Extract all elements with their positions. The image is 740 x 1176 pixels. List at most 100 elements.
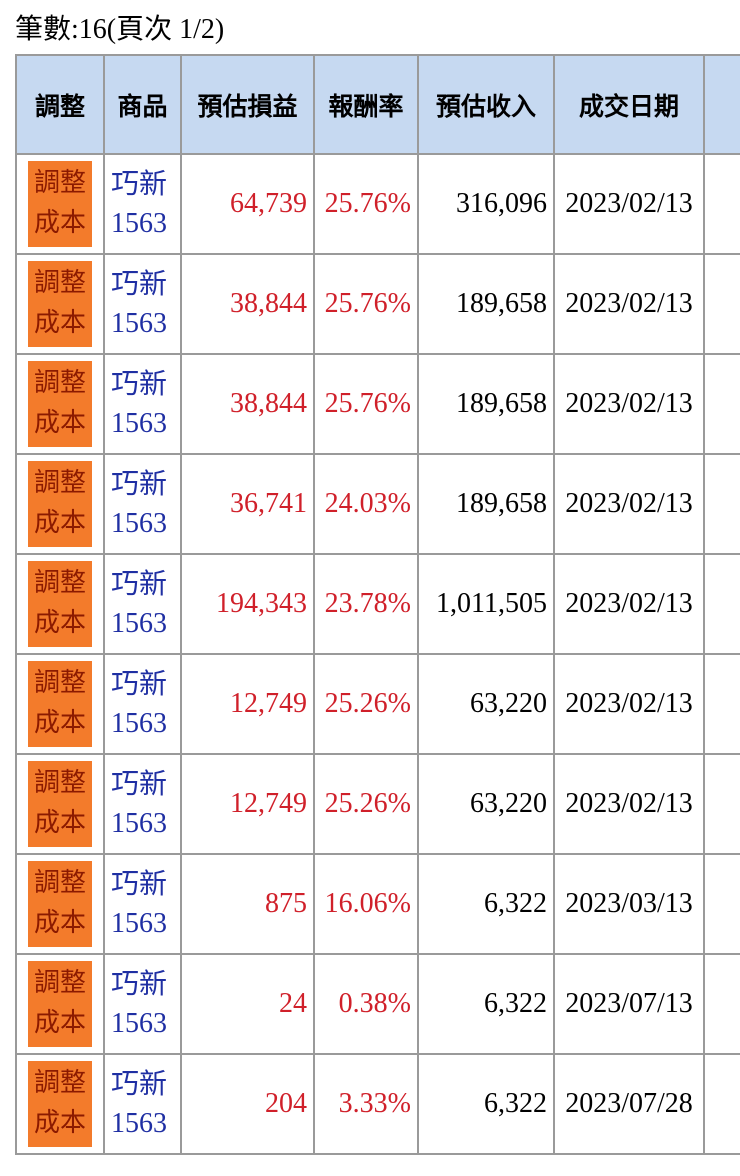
product-code[interactable]: 1563 (111, 1008, 167, 1039)
adjust-cost-button[interactable]: 調整成本 (28, 861, 92, 947)
product-code[interactable]: 1563 (111, 208, 167, 239)
order-cell: F (703, 353, 740, 455)
product-code[interactable]: 1563 (111, 808, 167, 839)
order-cell: F (703, 1053, 740, 1155)
action-cell: 調整成本 (15, 253, 105, 355)
product-code[interactable]: 1563 (111, 708, 167, 739)
return-rate: 25.26% (313, 653, 419, 755)
order-cell: F (703, 753, 740, 855)
return-rate: 25.76% (313, 353, 419, 455)
action-cell: 調整成本 (15, 853, 105, 955)
estimated-income: 189,658 (417, 253, 555, 355)
estimated-pnl: 194,343 (180, 553, 315, 655)
product-code[interactable]: 1563 (111, 408, 167, 439)
estimated-pnl: 38,844 (180, 253, 315, 355)
trade-date: 2023/02/13 (553, 653, 705, 755)
estimated-income: 63,220 (417, 653, 555, 755)
estimated-income: 189,658 (417, 453, 555, 555)
column-header: 預估損益 (180, 54, 315, 155)
trade-date: 2023/02/13 (553, 453, 705, 555)
product-name[interactable]: 巧新 (111, 1069, 168, 1100)
estimated-pnl: 12,749 (180, 753, 315, 855)
product-cell: 巧新 1563 (103, 653, 182, 755)
product-name[interactable]: 巧新 (111, 469, 168, 500)
adjust-cost-button[interactable]: 調整成本 (28, 961, 92, 1047)
adjust-cost-button[interactable]: 調整成本 (28, 1061, 92, 1147)
product-name[interactable]: 巧新 (111, 269, 168, 300)
product-code[interactable]: 1563 (111, 508, 167, 539)
product-cell: 巧新 1563 (103, 753, 182, 855)
action-cell: 調整成本 (15, 153, 105, 255)
trade-date: 2023/07/28 (553, 1053, 705, 1155)
header-row: 調整商品預估損益報酬率預估收入成交日期委 (15, 54, 740, 155)
product-cell: 巧新 1563 (103, 553, 182, 655)
adjust-cost-button[interactable]: 調整成本 (28, 661, 92, 747)
action-cell: 調整成本 (15, 753, 105, 855)
return-rate: 25.26% (313, 753, 419, 855)
column-header: 預估收入 (417, 54, 555, 155)
return-rate: 25.76% (313, 153, 419, 255)
order-cell: F (703, 653, 740, 755)
adjust-cost-button[interactable]: 調整成本 (28, 761, 92, 847)
column-header: 商品 (103, 54, 182, 155)
product-code[interactable]: 1563 (111, 908, 167, 939)
adjust-cost-button[interactable]: 調整成本 (28, 361, 92, 447)
order-cell: F (703, 153, 740, 255)
table-body: 調整成本巧新156364,73925.76%316,0962023/02/13F… (15, 153, 740, 1155)
order-cell: F (703, 553, 740, 655)
product-name[interactable]: 巧新 (111, 869, 168, 900)
estimated-income: 6,322 (417, 1053, 555, 1155)
order-cell: F (703, 253, 740, 355)
product-name[interactable]: 巧新 (111, 369, 168, 400)
trade-date: 2023/03/13 (553, 853, 705, 955)
estimated-pnl: 36,741 (180, 453, 315, 555)
action-cell: 調整成本 (15, 553, 105, 655)
trade-date: 2023/02/13 (553, 553, 705, 655)
product-name[interactable]: 巧新 (111, 969, 168, 1000)
adjust-cost-button[interactable]: 調整成本 (28, 461, 92, 547)
column-header: 委 (703, 54, 740, 155)
adjust-cost-button[interactable]: 調整成本 (28, 161, 92, 247)
estimated-income: 6,322 (417, 953, 555, 1055)
estimated-pnl: 875 (180, 853, 315, 955)
estimated-income: 6,322 (417, 853, 555, 955)
estimated-pnl: 12,749 (180, 653, 315, 755)
product-code[interactable]: 1563 (111, 1108, 167, 1139)
product-code[interactable]: 1563 (111, 308, 167, 339)
estimated-pnl: 24 (180, 953, 315, 1055)
product-cell: 巧新 1563 (103, 853, 182, 955)
column-header: 調整 (15, 54, 105, 155)
return-rate: 0.38% (313, 953, 419, 1055)
action-cell: 調整成本 (15, 453, 105, 555)
product-name[interactable]: 巧新 (111, 669, 168, 700)
table-row: 調整成本 巧新 1563 194,343 23.78% 1,011,505 2023/02/… (15, 553, 740, 655)
order-cell: F (703, 953, 740, 1055)
adjust-cost-button[interactable]: 調整成本 (28, 261, 92, 347)
record-count: 筆數:16(頁次 1/2) (15, 14, 225, 45)
trade-date: 2023/02/13 (553, 153, 705, 255)
product-code[interactable]: 1563 (111, 608, 167, 639)
trade-date: 2023/02/13 (553, 353, 705, 455)
product-name[interactable]: 巧新 (111, 569, 168, 600)
estimated-income: 189,658 (417, 353, 555, 455)
return-rate: 24.03% (313, 453, 419, 555)
adjust-cost-button[interactable]: 調整成本 (28, 561, 92, 647)
product-name[interactable]: 巧新 (111, 769, 168, 800)
order-cell: F (703, 853, 740, 955)
action-cell: 調整成本 (15, 953, 105, 1055)
action-cell: 調整成本 (15, 1053, 105, 1155)
results-table: 調整商品預估損益報酬率預估收入成交日期委 調整成本巧新156364,73925.… (15, 54, 740, 1155)
order-cell: F (703, 453, 740, 555)
product-name[interactable]: 巧新 (111, 169, 168, 200)
product-cell: 巧新 1563 (103, 1053, 182, 1155)
estimated-income: 316,096 (417, 153, 555, 255)
